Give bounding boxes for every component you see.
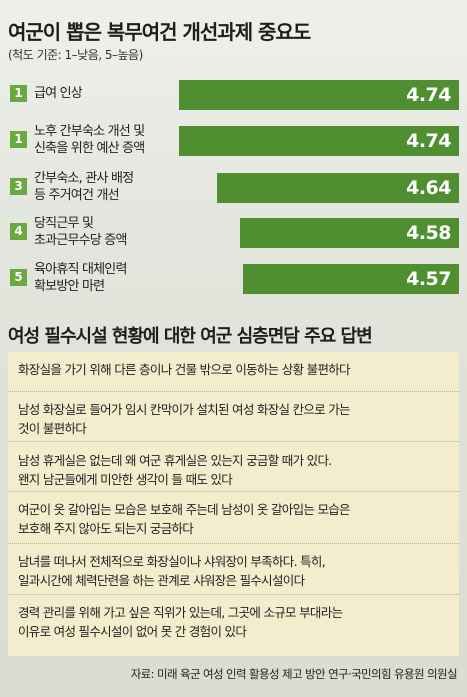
bar-value-label: 4.74 bbox=[406, 84, 451, 106]
bar-label-line: 급여 인상 bbox=[34, 86, 83, 101]
answer-line: 보호해 주지 않아도 되는지 궁금하다 bbox=[18, 521, 194, 536]
answer-item: 남성 휴게실은 없는데 왜 여군 휴게실은 있는지 궁금할 때가 있다. 왠지 남… bbox=[8, 451, 459, 489]
answer-divider bbox=[8, 441, 459, 442]
bar-value-label: 4.58 bbox=[406, 222, 451, 244]
bar-label-line: 육아휴직 대체인력 bbox=[34, 262, 127, 277]
section-title: 여성 필수시설 현황에 대한 여군 심층면담 주요 답변 bbox=[8, 326, 373, 347]
answer-divider bbox=[8, 391, 459, 392]
answer-line: 남성 화장실로 들어가 임시 칸막이가 설치된 여성 화장실 칸으로 가는 bbox=[18, 402, 351, 417]
rank-badge: 4 bbox=[10, 223, 27, 240]
bar-row: 1 급여 인상 4.74 bbox=[0, 78, 467, 118]
bar: 4.64 bbox=[216, 173, 459, 203]
chart-title: 여군이 뽑은 복무여건 개선과제 중요도 bbox=[8, 20, 311, 44]
bar-label-line: 노후 간부숙소 개선 및 bbox=[34, 124, 145, 139]
answer-line: 경력 관리를 위해 가고 싶은 직위가 있는데, 그곳에 소규모 부대라는 bbox=[18, 605, 343, 620]
bar-label: 급여 인상 bbox=[34, 85, 184, 102]
source-note: 자료: 미래 육군 여성 인력 활용성 제고 방안 연구·국민의힘 유용원 의원… bbox=[130, 667, 458, 681]
answer-line: 이유로 여성 필수시설이 없어 못 간 경험이 있다 bbox=[18, 624, 247, 639]
answer-line: 것이 불편하다 bbox=[18, 421, 87, 436]
bar-label-line: 확보방안 마련 bbox=[34, 279, 105, 294]
answer-divider bbox=[8, 543, 459, 544]
chart-subtitle: (척도 기준: 1–낮음, 5–높음) bbox=[8, 48, 143, 62]
bar: 4.74 bbox=[179, 80, 459, 110]
rank-badge: 3 bbox=[10, 178, 27, 195]
answer-line: 왠지 남군들에게 미안한 생각이 들 때도 있다 bbox=[18, 472, 233, 487]
answer-divider bbox=[8, 594, 459, 595]
answer-line: 일과시간에 체력단련을 하는 관계로 샤워장은 필수시설이다 bbox=[18, 573, 305, 588]
bar-label-line: 신축을 위한 예산 증액 bbox=[34, 141, 145, 156]
answer-line: 남성 휴게실은 없는데 왜 여군 휴게실은 있는지 궁금할 때가 있다. bbox=[18, 453, 332, 468]
answer-item: 화장실을 가기 위해 다른 층이나 건물 밖으로 이동하는 상황 불편하다 bbox=[8, 360, 459, 379]
bar-value-label: 4.64 bbox=[406, 177, 451, 199]
rank-badge: 5 bbox=[10, 269, 27, 286]
bar: 4.57 bbox=[243, 264, 459, 294]
bar-value-label: 4.57 bbox=[406, 268, 451, 290]
bar-label-line: 간부숙소, 관사 배정 bbox=[34, 171, 134, 186]
answer-line: 화장실을 가기 위해 다른 층이나 건물 밖으로 이동하는 상황 불편하다 bbox=[18, 362, 351, 377]
bar: 4.58 bbox=[239, 218, 459, 248]
rank-badge: 1 bbox=[10, 85, 27, 102]
answer-line: 남녀를 떠나서 전체적으로 화장실이나 샤워장이 부족하다. 특히, bbox=[18, 554, 326, 569]
bar: 4.74 bbox=[179, 126, 459, 156]
rank-badge: 1 bbox=[10, 131, 27, 148]
answer-divider bbox=[8, 491, 459, 492]
answer-item: 남녀를 떠나서 전체적으로 화장실이나 샤워장이 부족하다. 특히, 일과시간에 … bbox=[8, 552, 459, 590]
bar-label-line: 당직근무 및 bbox=[34, 216, 94, 231]
bar-value-label: 4.74 bbox=[406, 130, 451, 152]
bar-label-line: 초과근무수당 증액 bbox=[34, 233, 127, 248]
bar-label-line: 등 주거여건 개선 bbox=[34, 188, 120, 203]
answer-line: 여군이 옷 갈아입는 모습은 보호해 주는데 남성이 옷 갈아입는 모습은 bbox=[18, 502, 351, 517]
